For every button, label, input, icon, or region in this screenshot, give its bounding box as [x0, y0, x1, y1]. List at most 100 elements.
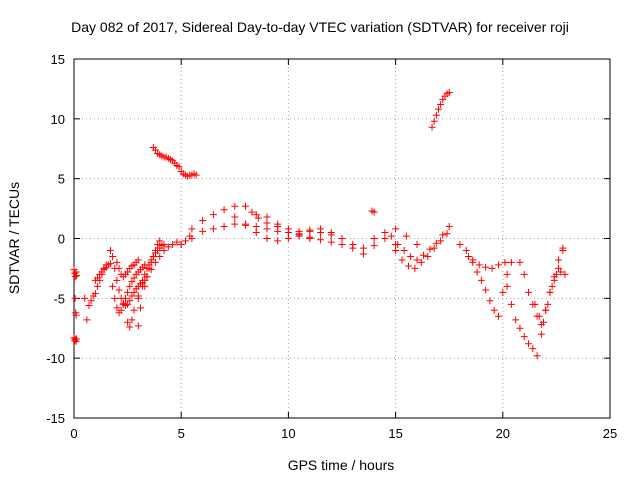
series-arc-cluster-a — [106, 246, 149, 310]
data-points — [70, 89, 569, 360]
data-point — [181, 237, 189, 245]
axis-ticks: 0 5 10 15 20 25 -15 -10 -5 0 5 10 15 — [46, 52, 617, 441]
data-point — [445, 89, 453, 97]
data-point — [469, 258, 477, 266]
data-point — [106, 260, 114, 268]
data-point — [111, 294, 119, 302]
data-point — [473, 268, 481, 276]
data-point — [220, 206, 228, 214]
data-point — [426, 245, 434, 253]
data-point — [499, 288, 507, 296]
data-point — [424, 252, 432, 260]
data-point — [400, 246, 408, 254]
data-point — [413, 240, 421, 248]
data-point — [548, 282, 556, 290]
data-point — [248, 208, 256, 216]
data-point — [169, 240, 177, 248]
data-point — [126, 282, 134, 290]
data-point — [160, 240, 168, 248]
data-point — [559, 244, 567, 252]
data-point — [327, 229, 335, 237]
series-arc-afternoon-a — [392, 230, 451, 272]
series-arc-drop-b — [516, 244, 567, 329]
data-point — [525, 340, 533, 348]
data-point — [411, 264, 419, 272]
data-point — [477, 276, 485, 284]
data-point — [231, 202, 239, 210]
data-point — [94, 274, 102, 282]
data-point — [432, 239, 440, 247]
data-point — [432, 111, 440, 119]
data-point — [124, 318, 132, 326]
data-point — [284, 229, 292, 237]
data-point — [156, 237, 164, 245]
y-tick-label: 5 — [58, 172, 65, 187]
data-point — [359, 244, 367, 252]
data-point — [317, 236, 325, 244]
y-tick-label: -10 — [46, 351, 65, 366]
data-point — [113, 276, 121, 284]
data-point — [73, 272, 81, 280]
x-tick-label: 10 — [281, 426, 295, 441]
data-point — [520, 333, 528, 341]
data-point — [475, 261, 483, 269]
series-arc-cluster-c — [113, 256, 142, 281]
data-point — [149, 252, 157, 260]
data-point — [124, 268, 132, 276]
x-tick-label: 15 — [388, 426, 402, 441]
data-point — [156, 252, 164, 260]
x-tick-label: 5 — [178, 426, 185, 441]
data-point — [143, 273, 151, 281]
data-point — [231, 220, 239, 228]
data-point — [359, 250, 367, 258]
data-point — [113, 304, 121, 312]
data-point — [263, 219, 271, 227]
data-point — [445, 223, 453, 231]
data-point — [430, 244, 438, 252]
data-point — [482, 286, 490, 294]
data-point — [134, 256, 142, 264]
data-point — [501, 258, 509, 266]
data-point — [231, 213, 239, 221]
data-point — [151, 258, 159, 266]
data-point — [126, 323, 134, 331]
chart-title: Day 082 of 2017, Sidereal Day-to-day VTE… — [71, 19, 569, 35]
series-arc-start-low — [70, 334, 81, 345]
data-point — [274, 220, 282, 228]
data-point — [392, 246, 400, 254]
data-point — [413, 256, 421, 264]
data-point — [87, 297, 95, 305]
series-arc-start-high — [70, 266, 81, 281]
data-point — [482, 263, 490, 271]
data-point — [439, 96, 447, 104]
data-point — [130, 288, 138, 296]
series-arc-cluster-b — [109, 261, 149, 317]
data-point — [128, 292, 136, 300]
data-point — [529, 345, 537, 353]
data-point — [85, 302, 93, 310]
data-point — [177, 240, 185, 248]
data-point — [130, 274, 138, 282]
data-point — [327, 238, 335, 246]
data-point — [462, 246, 470, 254]
data-point — [173, 238, 181, 246]
data-point — [73, 335, 81, 343]
data-point — [284, 235, 292, 242]
data-point — [495, 312, 503, 320]
data-point — [134, 292, 142, 300]
data-point — [404, 262, 412, 270]
x-tick-label: 0 — [70, 426, 77, 441]
data-point — [188, 235, 196, 242]
data-point — [464, 252, 472, 260]
data-point — [252, 223, 260, 231]
data-point — [428, 123, 436, 131]
data-point — [252, 229, 260, 237]
data-point — [154, 240, 162, 248]
data-point — [106, 246, 114, 254]
data-point — [220, 223, 228, 231]
data-point — [456, 240, 464, 248]
data-point — [495, 261, 503, 269]
data-point — [537, 330, 545, 338]
data-point — [295, 232, 303, 240]
series-arc-midday-b — [188, 202, 314, 241]
